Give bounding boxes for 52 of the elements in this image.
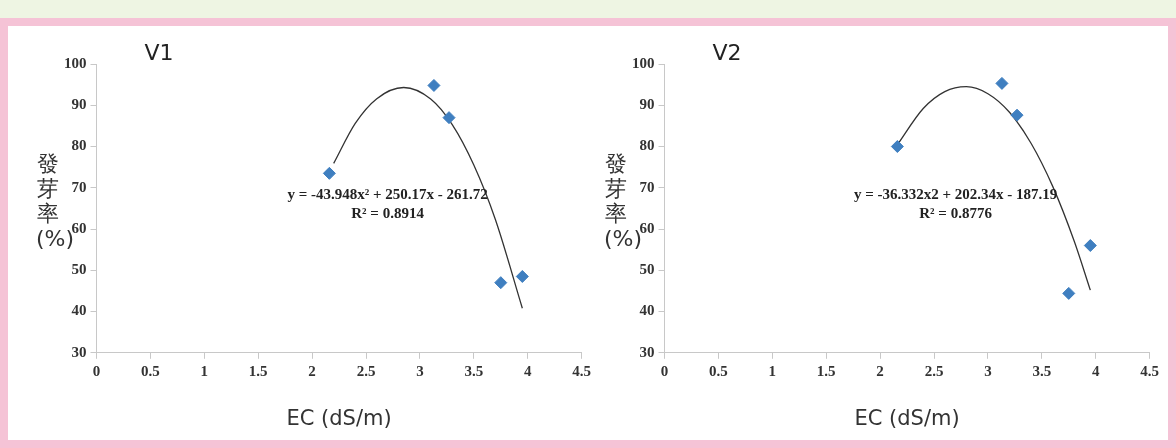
x-tick-label: 1.5 (248, 362, 268, 379)
point (995, 76, 1009, 90)
annotation: y = -36.332x2 + 202.34x - 187.19 (853, 186, 1058, 203)
x-tick-label: 4.5 (1140, 362, 1159, 379)
point (442, 111, 456, 125)
x-tick-label: 3.5 (1032, 362, 1052, 379)
point (515, 269, 529, 283)
point (494, 276, 508, 290)
y-tick-label: 40 (71, 302, 87, 319)
x-tick-label: 2.5 (924, 362, 944, 379)
y-tick-label: 90 (71, 96, 87, 113)
y-tick-label: 40 (639, 302, 655, 319)
x-tick-label: 0.5 (141, 362, 160, 379)
y-tick-label: 70 (639, 178, 655, 195)
x-tick-label: 1 (200, 362, 209, 379)
annotation: R² = 0.8914 (351, 205, 425, 222)
x-tick-label: 1 (768, 362, 777, 379)
x-tick-label: 2 (308, 362, 316, 379)
y-tick-label: 80 (71, 137, 87, 154)
x-tick-label: 2.5 (356, 362, 376, 379)
x-axis-title: EC (dS/m) (854, 405, 960, 430)
point (1062, 286, 1076, 300)
point (890, 140, 904, 154)
annotation: R² = 0.8776 (919, 205, 993, 222)
point (322, 166, 336, 180)
x-tick-label: 0 (660, 362, 669, 379)
x-tick-label: 3.5 (464, 362, 484, 379)
x-tick-label: 3 (416, 362, 424, 379)
x-tick-label: 3 (984, 362, 992, 379)
point (1083, 239, 1097, 253)
y-tick-label: 100 (64, 54, 87, 71)
chart-title: V1 (144, 39, 174, 65)
x-tick-label: 0.5 (709, 362, 728, 379)
point (1010, 108, 1024, 122)
x-tick-label: 4 (1091, 362, 1100, 379)
x-axis-title: EC (dS/m) (286, 405, 392, 430)
x-tick-label: 4 (523, 362, 532, 379)
y-tick-label: 50 (71, 261, 87, 278)
y-tick-label: 70 (71, 178, 87, 195)
y-tick-label: 90 (639, 96, 655, 113)
annotation: y = -43.948x² + 250.17x - 261.72 (287, 186, 488, 203)
y-tick-label: 80 (639, 137, 655, 154)
y-tick-label: 30 (639, 343, 655, 360)
x-tick-label: 4.5 (572, 362, 591, 379)
x-tick-label: 2 (876, 362, 884, 379)
y-tick-label: 100 (632, 54, 655, 71)
chart-title: V2 (712, 39, 742, 65)
x-tick-label: 1.5 (816, 362, 836, 379)
y-tick-label: 50 (639, 261, 655, 278)
point (427, 78, 441, 92)
y-tick-label: 30 (71, 343, 87, 360)
x-tick-label: 0 (92, 362, 101, 379)
